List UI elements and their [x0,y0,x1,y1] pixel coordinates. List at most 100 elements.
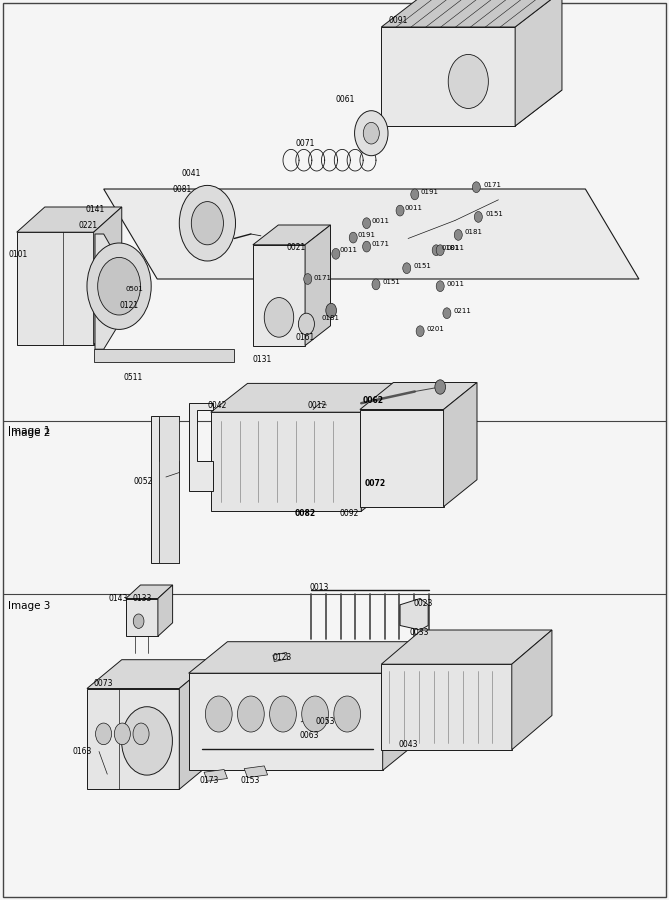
Polygon shape [244,766,268,778]
Text: 0011: 0011 [340,248,358,254]
Text: 0091: 0091 [388,16,407,25]
Polygon shape [159,416,179,562]
Text: 0151: 0151 [413,263,432,269]
Circle shape [355,111,388,156]
Circle shape [191,202,223,245]
Polygon shape [189,673,383,770]
Polygon shape [17,232,94,345]
Polygon shape [94,207,122,345]
Circle shape [416,326,424,337]
Polygon shape [253,225,330,245]
Text: 0041: 0041 [182,169,201,178]
Text: 0171: 0171 [483,182,501,188]
Circle shape [454,230,462,240]
Circle shape [122,706,173,775]
Text: 0151: 0151 [383,279,401,285]
Polygon shape [179,660,214,789]
Text: 0171: 0171 [371,241,389,248]
Circle shape [179,185,235,261]
Circle shape [96,723,112,744]
Circle shape [411,189,419,200]
Text: 0061: 0061 [336,94,355,104]
Circle shape [403,263,411,274]
Polygon shape [17,207,122,232]
Circle shape [326,303,337,318]
Polygon shape [211,412,361,511]
Text: 0211: 0211 [454,308,472,314]
Circle shape [264,298,294,338]
Circle shape [332,248,340,259]
Polygon shape [512,630,552,750]
Circle shape [334,696,361,732]
Polygon shape [381,664,512,750]
Text: 0011: 0011 [371,218,389,224]
Text: 0082: 0082 [294,508,316,518]
Circle shape [349,232,357,243]
Text: 0173: 0173 [199,776,219,785]
Polygon shape [87,688,179,789]
Polygon shape [126,585,173,598]
Circle shape [98,257,140,315]
Polygon shape [3,3,666,897]
Text: 0063: 0063 [300,731,319,740]
Polygon shape [189,642,421,673]
Polygon shape [273,652,288,662]
Circle shape [205,696,232,732]
Text: 0033: 0033 [409,628,429,637]
Text: 0011: 0011 [447,245,465,251]
Polygon shape [126,598,158,636]
Circle shape [237,696,264,732]
Circle shape [435,380,446,394]
Text: 0511: 0511 [124,374,143,382]
Text: 0171: 0171 [313,274,331,281]
Polygon shape [381,0,562,27]
Text: 0143: 0143 [108,594,128,603]
Text: 0153: 0153 [241,776,260,785]
Polygon shape [104,189,639,279]
Circle shape [396,205,404,216]
Polygon shape [95,234,119,349]
Polygon shape [211,383,398,412]
Text: 0161: 0161 [296,333,315,342]
Text: Image 2: Image 2 [8,428,50,438]
Polygon shape [305,225,330,346]
Polygon shape [515,0,562,126]
Circle shape [472,182,480,193]
Text: 0042: 0042 [207,400,227,410]
Text: 0081: 0081 [173,184,192,194]
Text: 0011: 0011 [447,281,465,287]
Text: 0073: 0073 [94,680,113,688]
Text: 0072: 0072 [365,479,386,488]
Text: 0131: 0131 [253,356,272,364]
Circle shape [363,241,371,252]
Circle shape [443,308,451,319]
Polygon shape [87,660,214,688]
Polygon shape [381,27,515,126]
Text: Image 3: Image 3 [8,601,50,611]
Text: 0011: 0011 [405,205,423,212]
Text: 0151: 0151 [485,212,503,218]
Text: 0021: 0021 [286,243,306,252]
Text: 0062: 0062 [363,396,383,405]
Text: 0191: 0191 [420,189,438,195]
Polygon shape [400,598,428,630]
Text: 0163: 0163 [72,747,92,756]
Circle shape [474,212,482,222]
Circle shape [270,696,296,732]
Polygon shape [361,383,398,511]
Polygon shape [381,90,562,126]
Circle shape [304,274,312,284]
Text: 0101: 0101 [8,250,27,259]
Text: 0181: 0181 [442,245,460,251]
Circle shape [436,281,444,292]
Text: 0043: 0043 [398,740,417,749]
Text: 0023: 0023 [413,598,433,608]
Circle shape [298,313,314,335]
Circle shape [372,279,380,290]
Text: 0181: 0181 [321,315,339,321]
Polygon shape [360,410,444,507]
Polygon shape [158,585,173,636]
Polygon shape [360,382,477,410]
Text: 0221: 0221 [79,220,98,230]
Text: 0201: 0201 [427,326,445,332]
